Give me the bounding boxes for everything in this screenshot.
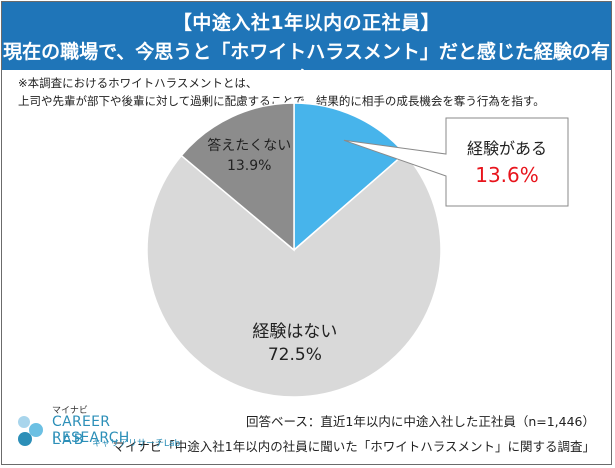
logo-brand-main: CAREER RESEARCH <box>52 414 130 446</box>
logo-brand-small: マイナビ <box>52 406 88 416</box>
slice-label-prefer-not-to-answer: 答えたくない <box>207 137 291 154</box>
slice-label-experienced: 経験がある <box>467 139 547 158</box>
chart-subtitle: 現在の職場で、今思うと「ホワイトハラスメント」だと感じた経験の有無 <box>3 41 610 90</box>
slice-value-not-experienced: 72.5% <box>268 345 322 365</box>
logo-mark-icon <box>18 416 43 446</box>
slice-label-not-experienced: 経験はない <box>252 322 337 342</box>
slice-not-experienced <box>146 152 442 398</box>
logo-brand-lab: LAB <box>52 432 86 448</box>
logo-brand-sub: キャリアリサーチLab <box>92 439 181 449</box>
callout-box <box>343 117 569 207</box>
source-note: マイナビ「中途入社1年以内の社員に聞いた「ホワイトハラスメント」に関する調査」 <box>112 439 595 454</box>
slice-value-experienced: 13.6% <box>475 163 539 187</box>
chart-title: 【中途入社1年以内の正社員】 <box>172 12 441 34</box>
career-research-lab-logo: マイナビ CAREER RESEARCH LAB キャリアリサーチLab <box>12 400 182 458</box>
header-banner: 【中途入社1年以内の正社員】 現在の職場で、今思うと「ホワイトハラスメント」だと… <box>2 2 611 90</box>
note-line-2: 上司や先輩が部下や後輩に対して過剰に配慮することで、結果的に相手の成長機会を奪う… <box>18 94 545 108</box>
slice-prefer-not-to-answer <box>180 102 295 252</box>
note-line-1: ※本調査におけるホワイトハラスメントとは、 <box>18 76 258 90</box>
definition-note: ※本調査におけるホワイトハラスメントとは、 上司や先輩が部下や後輩に対して過剰に… <box>18 74 545 110</box>
slice-value-prefer-not-to-answer: 13.9% <box>227 158 271 174</box>
base-note: 回答ベース：直近1年以内に中途入社した正社員（n=1,446） <box>245 414 595 429</box>
